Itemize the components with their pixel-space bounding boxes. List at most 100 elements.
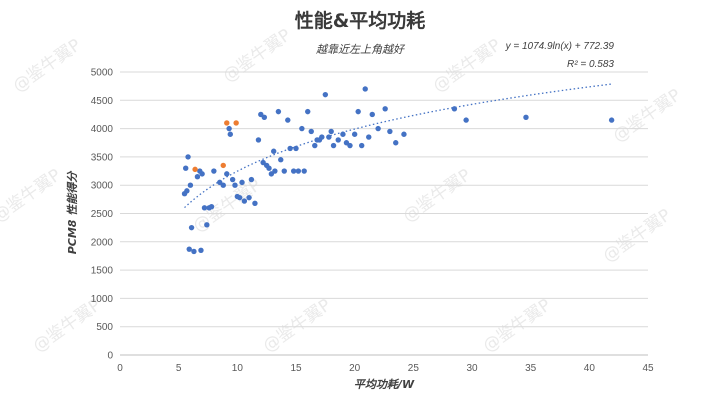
data-point-blue: [246, 194, 252, 201]
data-point-blue: [369, 111, 375, 118]
data-point-blue: [281, 168, 287, 174]
data-point-blue: [255, 137, 262, 143]
data-point-blue: [278, 157, 284, 163]
chart-subtitle: 越靠近左上角越好: [316, 43, 406, 56]
data-point-blue: [463, 117, 469, 123]
data-point-orange: [224, 120, 230, 126]
data-point-blue: [301, 168, 307, 174]
data-point-blue: [229, 176, 236, 183]
data-point-orange: [220, 162, 226, 169]
data-point-blue: [239, 179, 245, 186]
data-point-blue: [362, 86, 368, 92]
data-point-blue: [290, 168, 297, 174]
data-point-blue: [347, 142, 353, 149]
data-point-blue: [261, 114, 268, 120]
data-point-blue: [387, 128, 393, 135]
data-point-blue: [322, 91, 329, 98]
data-point-blue: [328, 128, 334, 135]
y-tick-label: 500: [96, 322, 113, 333]
data-point-blue: [211, 168, 217, 174]
watermark-text: @鉴牛翼P: [479, 295, 555, 356]
x-tick-label: 45: [642, 363, 654, 374]
gridlines: [120, 71, 648, 328]
y-tick-label: 3000: [91, 181, 114, 192]
data-point-blue: [199, 171, 205, 177]
data-point-blue: [185, 154, 191, 160]
watermark-text: @鉴牛翼P: [9, 35, 85, 96]
y-tick-label: 3500: [91, 152, 114, 163]
x-tick-label: 35: [525, 363, 537, 374]
y-tick-label: 1000: [91, 294, 114, 305]
x-tick-label: 30: [466, 363, 478, 374]
data-point-blue: [393, 140, 399, 146]
x-tick-label: 25: [408, 363, 420, 374]
y-tick-label: 4000: [91, 124, 114, 135]
x-tick-label: 10: [232, 363, 244, 374]
data-point-blue: [335, 137, 341, 143]
data-point-blue: [184, 188, 190, 194]
data-points: [181, 86, 615, 255]
data-point-blue: [330, 142, 337, 149]
y-tick-label: 1500: [91, 266, 114, 277]
data-point-blue: [608, 117, 615, 123]
x-tick-label: 5: [176, 363, 182, 374]
data-point-blue: [359, 142, 365, 149]
x-axis-title: 平均功耗/W: [354, 378, 415, 391]
data-point-blue: [451, 106, 458, 112]
data-point-blue: [293, 145, 299, 152]
x-tick-label: 15: [290, 363, 302, 374]
y-tick-label: 2000: [91, 237, 114, 248]
data-point-orange: [233, 120, 239, 126]
data-point-blue: [232, 182, 238, 188]
data-point-blue: [186, 246, 192, 252]
data-point-blue: [285, 117, 291, 123]
trendline: [184, 83, 613, 209]
watermark-text: @鉴牛翼P: [219, 25, 295, 86]
data-point-blue: [220, 182, 226, 188]
data-point-blue: [523, 114, 529, 120]
data-point-blue: [201, 205, 208, 211]
y-tick-label: 2500: [91, 209, 114, 220]
data-point-blue: [326, 134, 332, 140]
watermark-text: @鉴牛翼P: [429, 35, 505, 96]
watermark-text: @鉴牛翼P: [189, 175, 265, 236]
data-point-blue: [198, 247, 204, 253]
chart-title: 性能&平均功耗: [295, 9, 426, 32]
y-tick-label: 5000: [91, 68, 114, 79]
y-tick-labels: 0 500 1000 1500 2000 2500 3000 3500 4000 4500 5000: [91, 68, 114, 362]
data-point-blue: [188, 224, 195, 231]
data-point-blue: [208, 204, 215, 210]
x-tick-labels: 0 5 10 15 20 25 30 35 40 45: [117, 363, 654, 374]
data-point-blue: [375, 125, 381, 132]
data-point-blue: [272, 168, 278, 174]
trendline-equation: y = 1074.9ln(x) + 772.39: [505, 41, 615, 52]
x-tick-label: 0: [117, 363, 123, 374]
data-point-blue: [227, 131, 233, 137]
data-point-blue: [191, 248, 197, 255]
data-point-blue: [312, 142, 318, 149]
data-point-blue: [226, 125, 232, 132]
data-point-blue: [252, 200, 258, 207]
data-point-blue: [183, 165, 189, 171]
y-tick-label: 0: [107, 351, 113, 362]
data-point-blue: [308, 128, 314, 135]
data-point-blue: [295, 168, 302, 174]
data-point-blue: [224, 171, 230, 177]
y-axis-title: PCM8 性能得分: [66, 170, 79, 255]
data-point-blue: [275, 108, 282, 115]
data-point-blue: [236, 194, 243, 201]
data-point-blue: [319, 134, 325, 140]
data-point-blue: [401, 131, 407, 137]
data-point-blue: [204, 222, 210, 228]
watermark-text: @鉴牛翼P: [0, 165, 65, 226]
watermark-text: @鉴牛翼P: [599, 205, 675, 266]
data-point-blue: [340, 131, 346, 137]
x-tick-label: 40: [584, 363, 596, 374]
x-tick-label: 20: [349, 363, 361, 374]
watermark-text: @鉴牛翼P: [259, 295, 335, 356]
trendline-r-squared: R² = 0.583: [567, 59, 614, 70]
watermark-text: @鉴牛翼P: [399, 165, 475, 226]
data-point-blue: [299, 125, 305, 132]
